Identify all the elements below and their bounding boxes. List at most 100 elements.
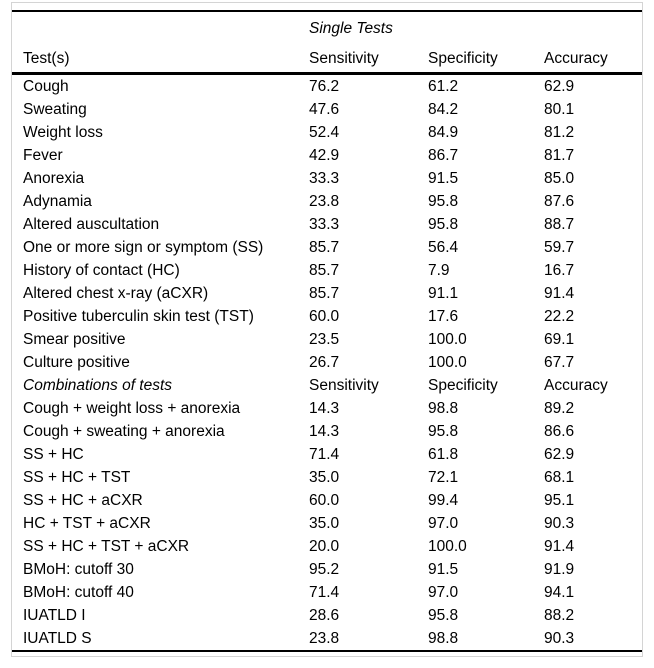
cell-sensitivity: 33.3 [309, 215, 340, 233]
cell-test-name: SS + HC + aCXR [23, 491, 143, 509]
cell-specificity: 91.5 [428, 169, 459, 187]
cell-specificity: 7.9 [428, 261, 450, 279]
column-header-row: Test(s) Sensitivity Specificity Accuracy [12, 46, 642, 74]
cell-specificity: 100.0 [428, 353, 467, 371]
cell-accuracy: 88.2 [544, 606, 575, 624]
cell-test-name: Altered auscultation [23, 215, 160, 233]
cell-test-name: Smear positive [23, 330, 126, 348]
cell-sensitivity: 95.2 [309, 560, 340, 578]
cell-accuracy: 69.1 [544, 330, 575, 348]
repeat-column-header: Specificity [428, 376, 498, 394]
cell-accuracy: 81.2 [544, 123, 575, 141]
cell-specificity: 56.4 [428, 238, 459, 256]
cell-specificity: 84.2 [428, 100, 459, 118]
cell-specificity: 84.9 [428, 123, 459, 141]
span-title-row: Single Tests [12, 11, 642, 46]
table-row: SS + HC + TST + aCXR 20.0 100.0 91.4 [12, 535, 642, 558]
cell-accuracy: 90.3 [544, 629, 575, 647]
table-row: IUATLD S 23.8 98.8 90.3 [12, 627, 642, 651]
cell-sensitivity: 52.4 [309, 123, 340, 141]
section-title-combinations: Combinations of tests [23, 376, 173, 394]
column-header-sensitivity: Sensitivity [309, 50, 379, 68]
cell-sensitivity: 85.7 [309, 284, 340, 302]
cell-sensitivity: 14.3 [309, 399, 340, 417]
cell-test-name: Culture positive [23, 353, 130, 371]
cell-test-name: BMoH: cutoff 30 [23, 560, 134, 578]
table-row: Sweating 47.6 84.2 80.1 [12, 98, 642, 121]
cell-specificity: 100.0 [428, 537, 467, 555]
cell-sensitivity: 20.0 [309, 537, 340, 555]
cell-sensitivity: 33.3 [309, 169, 340, 187]
cell-test-name: Adynamia [23, 192, 92, 210]
cell-sensitivity: 60.0 [309, 491, 340, 509]
cell-test-name: Positive tuberculin skin test (TST) [23, 307, 254, 325]
cell-sensitivity: 23.8 [309, 629, 340, 647]
cell-test-name: Cough + sweating + anorexia [23, 422, 225, 440]
table-row: SS + HC + aCXR 60.0 99.4 95.1 [12, 489, 642, 512]
cell-test-name: IUATLD S [23, 629, 92, 647]
table-row: Cough + sweating + anorexia 14.3 95.8 86.6 [12, 420, 642, 443]
cell-sensitivity: 23.8 [309, 192, 340, 210]
cell-sensitivity: 76.2 [309, 77, 340, 95]
table-row: Fever 42.9 86.7 81.7 [12, 144, 642, 167]
cell-test-name: HC + TST + aCXR [23, 514, 151, 532]
cell-specificity: 95.8 [428, 192, 459, 210]
column-header-test: Test(s) [23, 50, 70, 68]
cell-accuracy: 94.1 [544, 583, 575, 601]
cell-sensitivity: 47.6 [309, 100, 340, 118]
cell-specificity: 99.4 [428, 491, 459, 509]
table-row: Anorexia 33.3 91.5 85.0 [12, 167, 642, 190]
cell-test-name: History of contact (HC) [23, 261, 180, 279]
cell-sensitivity: 71.4 [309, 445, 340, 463]
cell-accuracy: 91.4 [544, 284, 575, 302]
table-row: Cough 76.2 61.2 62.9 [12, 74, 642, 99]
cell-test-name: Fever [23, 146, 63, 164]
cell-specificity: 97.0 [428, 583, 459, 601]
diagnostic-tests-table: Single Tests Test(s) Sensitivity Specifi… [12, 10, 642, 652]
cell-specificity: 98.8 [428, 629, 459, 647]
cell-accuracy: 89.2 [544, 399, 575, 417]
table-row: IUATLD I 28.6 95.8 88.2 [12, 604, 642, 627]
table-row: Adynamia 23.8 95.8 87.6 [12, 190, 642, 213]
cell-accuracy: 85.0 [544, 169, 575, 187]
cell-test-name: SS + HC [23, 445, 84, 463]
cell-sensitivity: 28.6 [309, 606, 340, 624]
cell-accuracy: 90.3 [544, 514, 575, 532]
cell-sensitivity: 42.9 [309, 146, 340, 164]
cell-sensitivity: 85.7 [309, 261, 340, 279]
cell-test-name: BMoH: cutoff 40 [23, 583, 134, 601]
cell-test-name: IUATLD I [23, 606, 86, 624]
cell-accuracy: 68.1 [544, 468, 575, 486]
cell-specificity: 86.7 [428, 146, 459, 164]
table-row: HC + TST + aCXR 35.0 97.0 90.3 [12, 512, 642, 535]
table-row: Altered auscultation 33.3 95.8 88.7 [12, 213, 642, 236]
table-row: Cough + weight loss + anorexia 14.3 98.8 89… [12, 397, 642, 420]
cell-sensitivity: 71.4 [309, 583, 340, 601]
table-row: BMoH: cutoff 40 71.4 97.0 94.1 [12, 581, 642, 604]
cell-accuracy: 62.9 [544, 445, 575, 463]
cell-test-name: One or more sign or symptom (SS) [23, 238, 264, 256]
cell-specificity: 95.8 [428, 422, 459, 440]
table-row: BMoH: cutoff 30 95.2 91.5 91.9 [12, 558, 642, 581]
section-title-single-tests: Single Tests [309, 20, 393, 38]
cell-specificity: 95.8 [428, 606, 459, 624]
cell-accuracy: 86.6 [544, 422, 575, 440]
cell-specificity: 91.5 [428, 560, 459, 578]
repeat-column-header: Accuracy [544, 376, 608, 394]
cell-test-name: Anorexia [23, 169, 85, 187]
cell-accuracy: 16.7 [544, 261, 575, 279]
cell-accuracy: 81.7 [544, 146, 575, 164]
table-header: Single Tests Test(s) Sensitivity Specifi… [12, 11, 642, 74]
cell-specificity: 91.1 [428, 284, 459, 302]
cell-accuracy: 62.9 [544, 77, 575, 95]
cell-test-name: Altered chest x-ray (aCXR) [23, 284, 209, 302]
cell-accuracy: 67.7 [544, 353, 575, 371]
cell-specificity: 100.0 [428, 330, 467, 348]
cell-specificity: 17.6 [428, 307, 459, 325]
cell-accuracy: 91.4 [544, 537, 575, 555]
cell-specificity: 95.8 [428, 215, 459, 233]
cell-accuracy: 95.1 [544, 491, 575, 509]
cell-sensitivity: 14.3 [309, 422, 340, 440]
results-table: Single Tests Test(s) Sensitivity Specifi… [11, 2, 643, 657]
section-header-row: Combinations of tests Sensitivity Specific… [12, 374, 642, 397]
